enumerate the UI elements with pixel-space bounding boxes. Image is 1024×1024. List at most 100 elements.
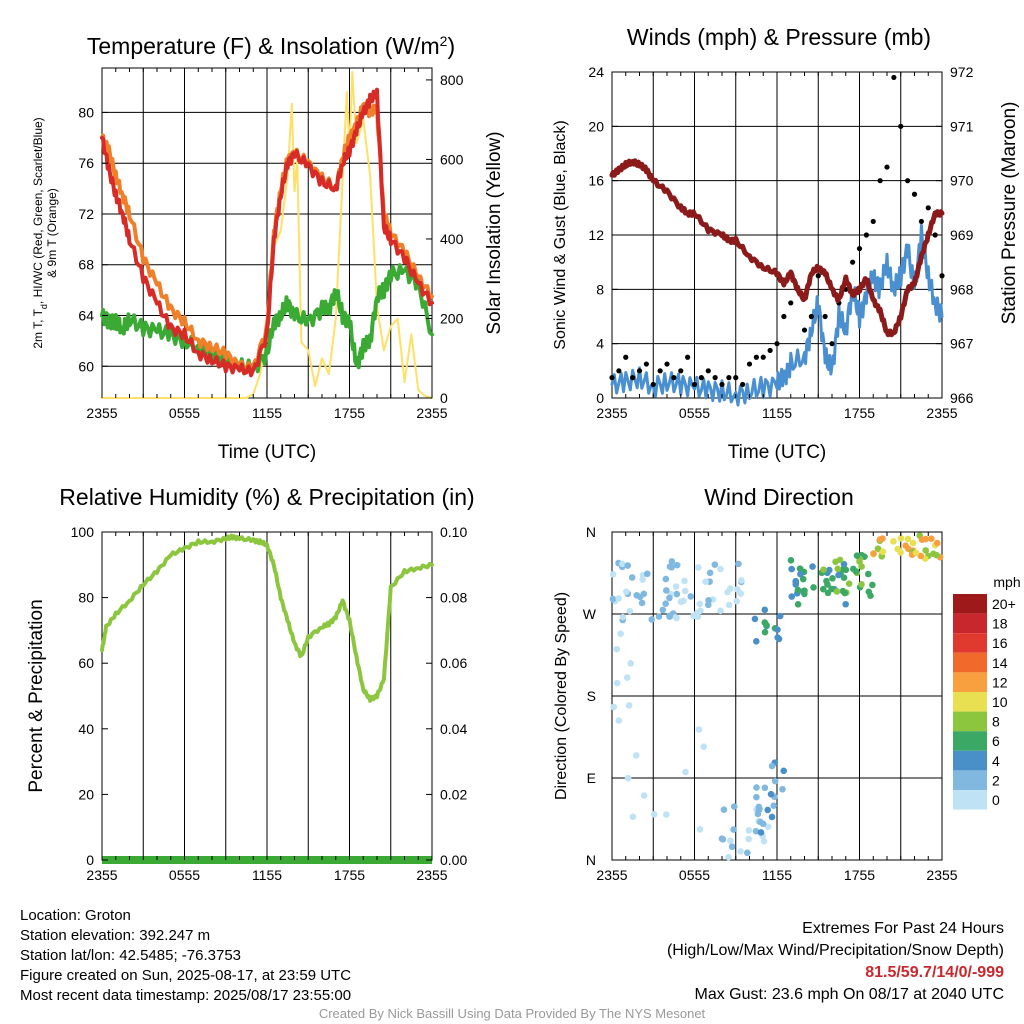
y2-tick-label: 0.10 xyxy=(440,524,467,540)
direction-point xyxy=(617,630,624,638)
legend-label: 2 xyxy=(992,772,1000,788)
y-axis-label: Sonic Wind & Gust (Blue, Black) xyxy=(552,120,569,349)
y-tick-label: 80 xyxy=(78,590,94,606)
direction-point xyxy=(824,581,831,588)
legend-swatch xyxy=(953,750,987,771)
legend-swatch xyxy=(953,711,987,732)
direction-point xyxy=(933,539,941,547)
y-tick-label: 0 xyxy=(596,390,604,406)
direction-point xyxy=(876,536,884,543)
y2-tick-label: 972 xyxy=(950,64,974,80)
y2-tick-label: 0.08 xyxy=(440,590,467,606)
direction-point xyxy=(864,570,872,578)
direction-point xyxy=(687,593,695,600)
direction-point xyxy=(763,621,770,629)
direction-point xyxy=(744,849,751,857)
y-tick-label: 0 xyxy=(86,852,94,868)
direction-point xyxy=(711,561,719,568)
direction-point xyxy=(629,813,637,821)
direction-point xyxy=(615,595,623,602)
gust-point xyxy=(898,123,904,129)
x-tick-label: 1755 xyxy=(334,867,365,883)
x-tick-label: 1755 xyxy=(844,405,875,421)
direction-point xyxy=(775,635,783,643)
direction-point xyxy=(933,551,940,559)
gust-point xyxy=(733,375,739,381)
direction-point xyxy=(787,557,795,564)
gust-point xyxy=(801,327,808,333)
extremes-subtitle: (High/Low/Max Wind/Precipitation/Snow De… xyxy=(666,942,1004,959)
legend-label: 18 xyxy=(992,616,1008,632)
gust-point xyxy=(664,361,670,367)
direction-point xyxy=(897,535,905,542)
y-tick-label: 60 xyxy=(78,358,94,374)
direction-point xyxy=(835,571,842,579)
y-tick-label: 16 xyxy=(588,173,604,189)
recent-data-text: Most recent data timestamp: 2025/08/17 2… xyxy=(20,987,352,1004)
direction-point xyxy=(909,539,917,547)
direction-point xyxy=(717,565,724,573)
gust-point xyxy=(884,164,890,170)
x-axis-label: Time (UTC) xyxy=(218,442,317,463)
y-tick-label: S xyxy=(587,688,596,704)
panel-3: 2355 0555 1155 1755 23550204060801000.000.02… xyxy=(26,484,475,883)
x-tick-label: 2355 xyxy=(416,867,447,883)
direction-point xyxy=(841,589,849,597)
direction-point xyxy=(809,563,816,570)
direction-point xyxy=(666,563,674,570)
x-tick-label: 0555 xyxy=(679,405,710,421)
direction-point xyxy=(619,560,626,568)
x-tick-label: 2355 xyxy=(926,405,957,421)
direction-point xyxy=(725,853,732,861)
direction-point xyxy=(627,659,635,667)
direction-point xyxy=(834,565,842,573)
direction-point xyxy=(632,752,640,759)
direction-point xyxy=(824,589,832,597)
y-tick-label: 40 xyxy=(78,721,94,737)
direction-point xyxy=(865,588,873,596)
y2-tick-label: 200 xyxy=(440,310,464,326)
direction-point xyxy=(870,550,877,557)
direction-point xyxy=(829,575,836,582)
direction-point xyxy=(662,575,670,583)
direction-point xyxy=(771,777,779,785)
y-tick-label: E xyxy=(587,770,596,786)
direction-point xyxy=(636,593,644,601)
x-tick-label: 1155 xyxy=(252,867,282,883)
direction-point xyxy=(613,679,621,687)
y-tick-label: 76 xyxy=(78,155,94,171)
x-axis-label: Time (UTC) xyxy=(728,442,827,463)
direction-point xyxy=(928,535,935,543)
panel-2: 2355 0555 1155 1755 235504812162024966967968… xyxy=(552,24,1020,463)
gust-point xyxy=(850,259,856,265)
direction-point xyxy=(725,601,733,609)
y2-axis-label: Station Pressure (Maroon) xyxy=(999,102,1020,325)
y2-tick-label: 0 xyxy=(440,390,448,406)
direction-point xyxy=(655,613,663,620)
direction-point xyxy=(845,580,853,587)
gust-point xyxy=(746,361,753,367)
direction-point xyxy=(681,577,688,585)
direction-point xyxy=(650,811,658,818)
direction-point xyxy=(842,566,850,574)
direction-point xyxy=(788,565,795,573)
gust-point xyxy=(781,313,787,320)
insolation-line xyxy=(101,71,433,399)
direction-point xyxy=(757,829,765,836)
y2-tick-label: 400 xyxy=(440,231,464,247)
direction-point xyxy=(757,818,764,826)
extremes-panel: Extremes For Past 24 Hours (High/Low/Max… xyxy=(667,918,1004,1006)
chart-title: Wind Direction xyxy=(704,484,854,510)
y-tick-label: N xyxy=(586,524,596,540)
station-info: Location: Groton Station elevation: 392.… xyxy=(20,906,351,1006)
direction-point xyxy=(697,607,704,615)
direction-point xyxy=(663,811,670,818)
direction-point xyxy=(735,560,742,568)
direction-point xyxy=(780,767,788,775)
direction-point xyxy=(624,562,632,569)
direction-point xyxy=(624,774,632,782)
y2-tick-label: 971 xyxy=(950,118,974,134)
direction-point xyxy=(797,570,804,578)
direction-point xyxy=(737,848,744,855)
direction-point xyxy=(869,581,876,589)
